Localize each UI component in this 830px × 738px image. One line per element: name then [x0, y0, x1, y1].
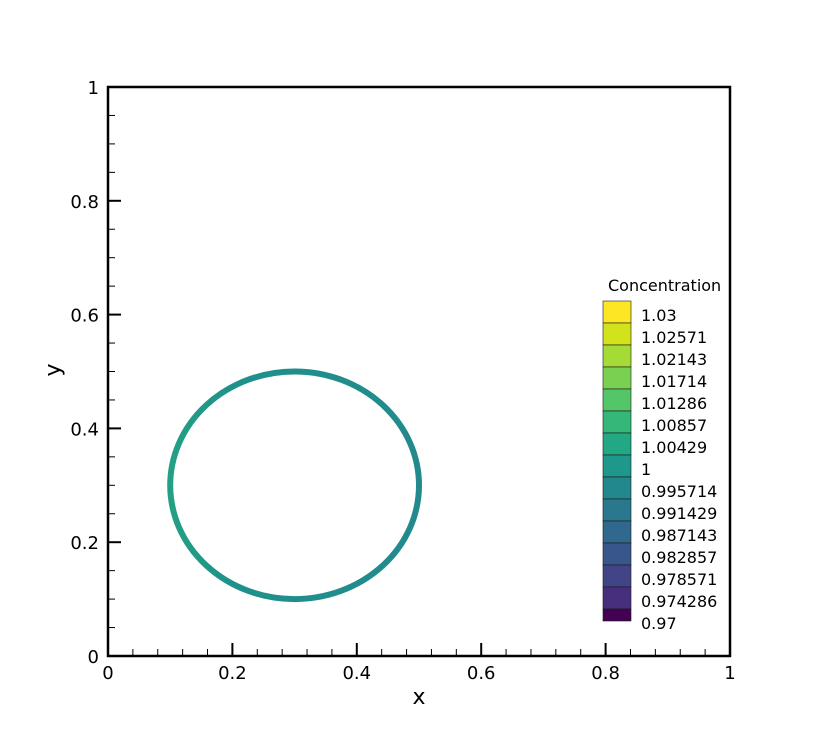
legend-label: 0.97 — [641, 614, 677, 633]
concentration-ring — [167, 368, 423, 603]
y-tick-label: 0.4 — [70, 419, 99, 440]
x-axis-title: x — [412, 685, 425, 710]
legend-label: 1.00857 — [641, 416, 707, 435]
y-tick-label: 1 — [88, 78, 99, 99]
legend-swatch — [602, 454, 632, 478]
legend-swatch — [602, 586, 632, 610]
legend-swatch — [602, 388, 632, 412]
legend-title: Concentration — [608, 276, 721, 295]
legend-label: 1.01286 — [641, 394, 707, 413]
legend-label: 1.02571 — [641, 328, 707, 347]
legend-swatch — [602, 498, 632, 522]
legend-label: 0.995714 — [641, 482, 717, 501]
legend-swatch — [602, 564, 632, 588]
legend-label: 0.982857 — [641, 548, 717, 567]
legend-swatch — [602, 432, 632, 456]
legend-label: 1.01714 — [641, 372, 707, 391]
legend-swatch — [602, 520, 632, 544]
legend-swatch — [602, 344, 632, 368]
y-tick-label: 0.8 — [70, 192, 99, 213]
x-tick-label: 0 — [102, 663, 113, 684]
y-tick-label: 0.6 — [70, 306, 99, 327]
legend-label: 1.02143 — [641, 350, 707, 369]
ticks-layer: 0 0.2 0.4 0.6 0.8 1 0 0.2 0.4 0.6 0.8 1 — [70, 78, 735, 684]
legend-label: 1.00429 — [641, 438, 707, 457]
x-tick-label: 0.6 — [467, 663, 496, 684]
ring-layer — [167, 368, 423, 603]
legend-label: 1 — [641, 460, 651, 479]
plot-frame — [106, 85, 732, 658]
legend-swatch — [602, 300, 632, 324]
x-tick-label: 0.8 — [591, 663, 620, 684]
legend-swatch — [602, 366, 632, 390]
x-tick-label: 1 — [724, 663, 735, 684]
y-tick-label: 0.2 — [70, 533, 99, 554]
legend-swatch — [602, 608, 632, 622]
legend-label: 0.978571 — [641, 570, 717, 589]
y-tick-label: 0 — [88, 647, 99, 668]
legend-swatch — [602, 410, 632, 434]
x-tick-label: 0.4 — [342, 663, 371, 684]
legend-swatch — [602, 542, 632, 566]
legend-swatch — [602, 476, 632, 500]
legend-label: 0.991429 — [641, 504, 717, 523]
x-tick-label: 0.2 — [218, 663, 247, 684]
legend-label: 1.03 — [641, 306, 677, 325]
legend-label: 0.987143 — [641, 526, 717, 545]
y-axis-title: y — [41, 363, 66, 376]
legend-label: 0.974286 — [641, 592, 717, 611]
legend: Concentration 1.03 1.02571 1.02143 1.01714 1… — [602, 276, 721, 633]
legend-swatch — [602, 322, 632, 346]
